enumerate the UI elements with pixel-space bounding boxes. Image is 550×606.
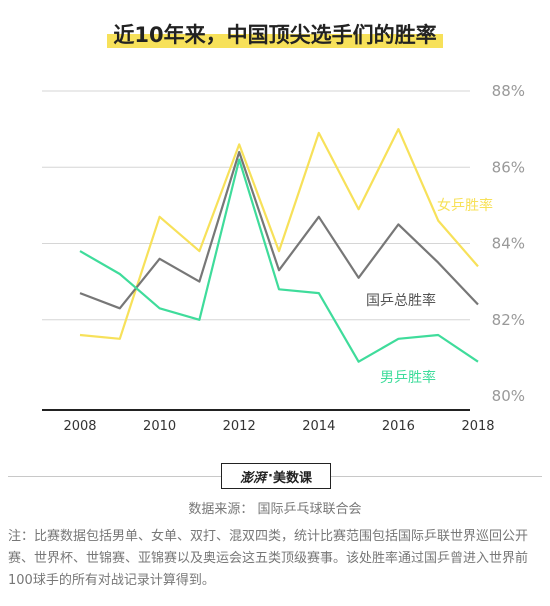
series-group: [79, 128, 479, 363]
series-label-women: 女乒胜率: [437, 197, 493, 214]
logo-sub: 美数课: [272, 470, 312, 486]
data-source: 数据来源： 国际乒乓球联合会: [188, 502, 362, 517]
x-tick-label: 2018: [461, 419, 494, 434]
x-tick-label: 2010: [143, 419, 176, 434]
logo: 澎湃 · 美数课: [221, 463, 331, 489]
series-line-women: [79, 128, 479, 340]
footnote: 注：比赛数据包括男单、女单、双打、混双四类，统计比赛范围包括国际乒联世界巡回公开…: [8, 529, 529, 588]
y-tick-label: 88%: [492, 82, 525, 100]
y-tick-label: 86%: [492, 158, 525, 176]
series-line-total: [79, 150, 479, 310]
line-chart: 80% 82% 84% 86% 88% 2008 2010 2012 2014 2016 2018…: [42, 82, 525, 434]
x-tick-label: 2012: [223, 419, 256, 434]
x-axis-labels: 2008 2010 2012 2014 2016 2018: [63, 419, 494, 434]
series-label-total: 国乒总胜率: [366, 292, 436, 309]
y-tick-label: 82%: [492, 311, 525, 329]
series-label-men: 男乒胜率: [380, 369, 436, 386]
gridlines: [42, 90, 470, 321]
x-tick-label: 2016: [382, 419, 415, 434]
y-tick-label: 84%: [492, 235, 525, 253]
y-axis-labels: 80% 82% 84% 86% 88%: [492, 82, 525, 405]
logo-brand: 澎湃: [240, 470, 267, 486]
x-tick-label: 2008: [63, 419, 96, 434]
x-tick-label: 2014: [302, 419, 335, 434]
chart-title: 近10年来，中国顶尖选手们的胜率: [107, 20, 443, 50]
series-line-men: [79, 158, 479, 363]
y-tick-label: 80%: [492, 387, 525, 405]
